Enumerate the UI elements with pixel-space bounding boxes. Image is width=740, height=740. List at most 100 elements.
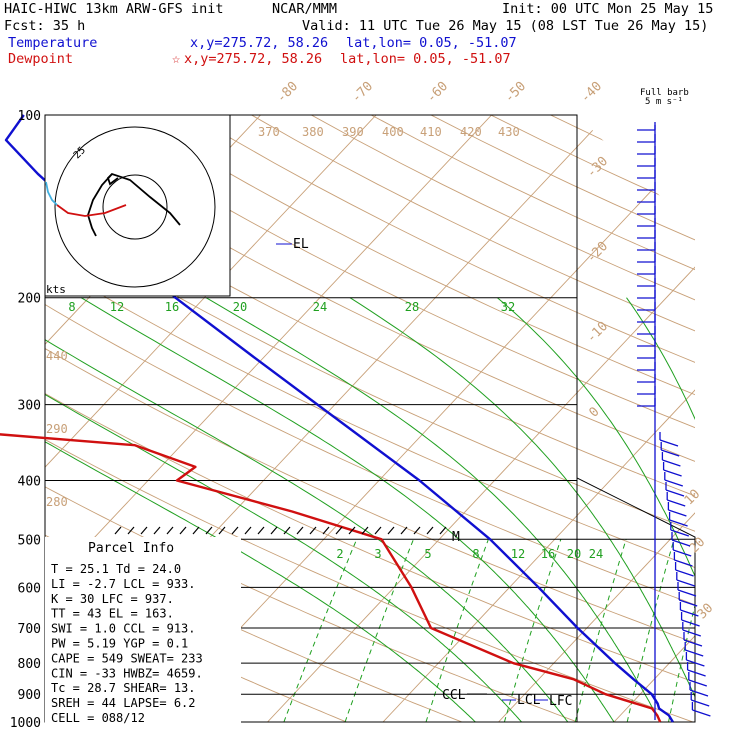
temp-latlon: lat,lon= 0.05, -51.07 <box>346 35 517 51</box>
dry-adiabat-line <box>251 115 695 722</box>
dry-adiabat-line <box>45 115 695 722</box>
wind-barbs <box>637 122 711 720</box>
theta-label: 410 <box>420 125 442 139</box>
isotherm-label: 10 <box>682 487 704 509</box>
hatch-mark <box>153 526 161 535</box>
parcel-info-line: CIN = -33 HWBZ= 4659. <box>51 666 203 680</box>
hodograph-trace-mid <box>87 173 113 237</box>
isotherm-label: -60 <box>424 79 451 106</box>
parcel-info-line: K = 30 LFC = 937. <box>51 592 174 606</box>
theta-label: 430 <box>498 125 520 139</box>
mixing-ratio-line <box>703 539 740 722</box>
hatch-mark <box>400 526 408 535</box>
pressure-tick-label: 1000 <box>10 716 41 731</box>
mixing-ratio-label: 16 <box>165 300 179 314</box>
hatch-mark <box>374 526 382 535</box>
parcel-info-line: CAPE = 549 SWEAT= 233 <box>51 651 203 665</box>
m-label: M <box>452 530 460 545</box>
moist-adiabat-line <box>626 297 695 722</box>
hatch-mark <box>413 526 421 535</box>
parcel-info-line: TT = 43 EL = 163. <box>51 607 174 621</box>
header-init: Init: 00 UTC Mon 25 May 15 <box>502 1 713 17</box>
dry-adiabat-line <box>490 115 695 722</box>
hatch-mark <box>205 526 213 535</box>
pressure-tick-label: 500 <box>18 533 41 548</box>
temp-label: Temperature <box>8 35 97 51</box>
isotherm-label: -70 <box>349 79 376 106</box>
parcel-info-line: PW = 5.19 YGP = 0.1 <box>51 637 188 651</box>
header-fcst: Fcst: 35 h <box>4 18 85 34</box>
hatch-mark <box>244 526 252 535</box>
temp-xy: x,y=275.72, 58.26 <box>190 35 328 51</box>
header-org: NCAR/MMM <box>272 1 337 17</box>
isotherm-line <box>613 115 695 722</box>
mixing-ratio-label: 12 <box>110 300 124 314</box>
mixing-ratio-label: 24 <box>589 547 603 561</box>
isotherm-label: -50 <box>502 79 529 106</box>
hatch-mark <box>309 526 317 535</box>
isotherm-label: -40 <box>578 79 605 106</box>
mixing-ratio-label: 3 <box>374 547 381 561</box>
hodograph-inset: 25 kts <box>44 114 231 297</box>
dry-adiabat-line <box>610 115 695 722</box>
background-grid <box>44 114 740 723</box>
barb-key-units: 5 m s⁻¹ <box>645 97 683 107</box>
pressure-tick-label: 900 <box>18 688 41 703</box>
isotherm-label: -80 <box>274 79 301 106</box>
parcel-info-line: T = 25.1 Td = 24.0 <box>51 562 181 576</box>
mixing-ratio-label: 16 <box>541 547 555 561</box>
parcel-info-line: CELL = 088/12 <box>51 711 145 725</box>
ccl-label: CCL <box>442 688 466 703</box>
hatch-mark <box>387 526 395 535</box>
hatch-mark <box>218 526 226 535</box>
dry-adiabat-line <box>45 115 695 722</box>
dry-adiabat-line <box>131 115 695 722</box>
isotherm-line <box>730 115 740 722</box>
pressure-tick-label: 200 <box>18 292 41 307</box>
isotherm-line <box>267 115 695 722</box>
isotherm-line <box>151 115 695 722</box>
hodograph-units: kts <box>46 283 66 296</box>
hatch-mark <box>257 526 265 535</box>
dew-xy: x,y=275.72, 58.26 <box>184 51 322 67</box>
hatch-mark <box>270 526 278 535</box>
mixing-ratio-label: 8 <box>68 300 75 314</box>
hodograph-trace-surface <box>45 181 58 206</box>
mixing-ratio-label: 5 <box>424 547 431 561</box>
dry-adiabat-line <box>311 115 695 722</box>
moist-adiabat-line <box>497 297 695 722</box>
mixing-ratio-line <box>574 539 627 722</box>
pressure-tick-label: 100 <box>18 109 41 124</box>
mixing-ratio-label: 32 <box>501 300 515 314</box>
mixing-ratio-label: 20 <box>233 300 247 314</box>
hatch-mark <box>127 526 135 535</box>
theta-label: 400 <box>382 125 404 139</box>
hatch-mark <box>348 526 356 535</box>
hodograph-trace-low <box>56 204 127 217</box>
isotherm-line <box>498 115 695 722</box>
mixing-ratio-label: 20 <box>567 547 581 561</box>
pressure-tick-label: 300 <box>18 399 41 414</box>
dewpoint-trace <box>0 433 662 723</box>
moist-adiabat-line <box>349 297 695 722</box>
parcel-info-line: SWI = 1.0 CCL = 913. <box>51 622 196 636</box>
parcel-info-line: LI = -2.7 LCL = 933. <box>51 577 196 591</box>
dry-adiabat-line <box>45 115 695 722</box>
theta-label: 440 <box>46 349 68 363</box>
theta-label: 280 <box>46 495 68 509</box>
hatch-mark <box>166 526 174 535</box>
hatch-mark <box>322 526 330 535</box>
hatch-mark <box>426 526 434 535</box>
isotherm-label: -30 <box>584 154 611 181</box>
mixing-ratio-label: 8 <box>472 547 479 561</box>
hodograph-outer-ring <box>54 126 216 288</box>
mixing-ratio-label: 2 <box>336 547 343 561</box>
dew-star-icon: ☆ <box>172 51 180 67</box>
parcel-info-line: SREH = 44 LAPSE= 6.2 <box>51 696 196 710</box>
hatch-mark <box>192 526 200 535</box>
dew-latlon: lat,lon= 0.05, -51.07 <box>340 51 511 67</box>
isotherm-label: -10 <box>584 319 611 346</box>
hatch-mark <box>335 526 343 535</box>
dry-adiabat-line <box>430 115 695 722</box>
